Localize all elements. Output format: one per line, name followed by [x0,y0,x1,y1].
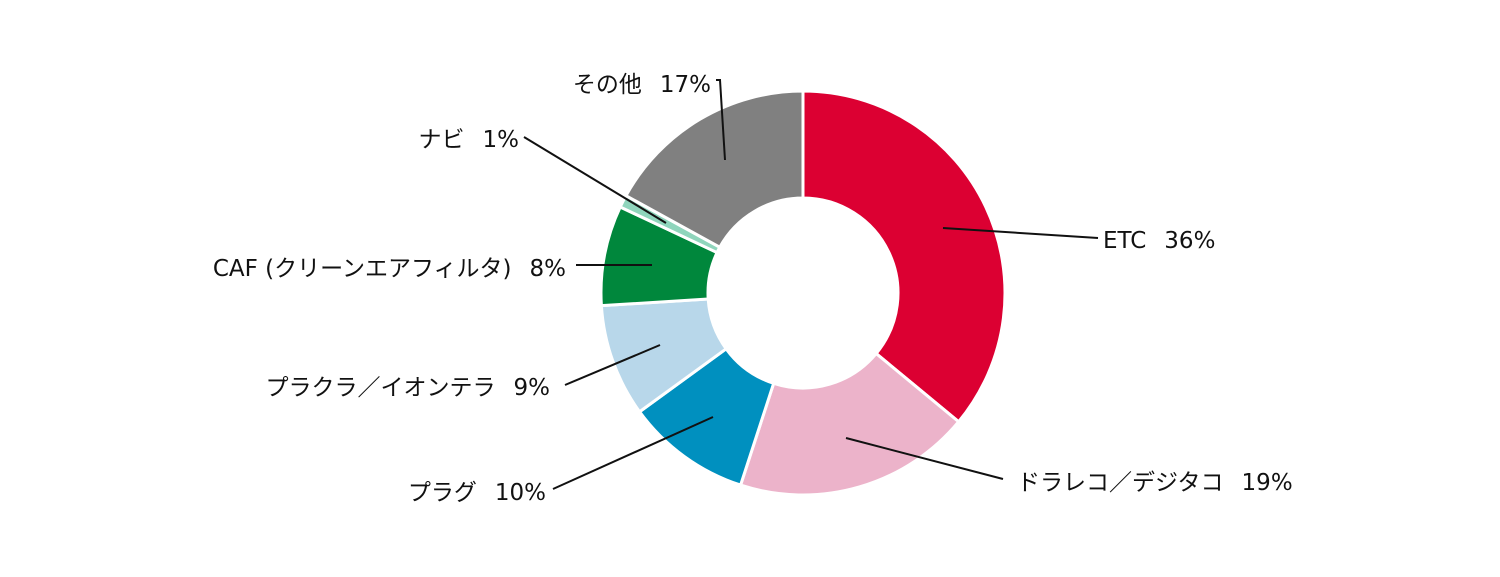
slice-0 [801,89,1007,424]
leader-line-5 [523,136,667,224]
slice-name: ナビ [419,127,465,153]
slice-percent: 19% [1242,470,1293,496]
slice-label-5: ナビ 1% [419,127,520,153]
leader-line-1 [845,437,1004,480]
slice-label-1: ドラレコ／デジタコ 19% [1017,470,1293,496]
slice-name: ETC [1103,228,1146,254]
slice-name: その他 [573,72,642,98]
slice-label-3: プラクラ／イオンテラ 9% [266,375,551,401]
leader-line-6 [716,79,726,161]
slice-name: プラクラ／イオンテラ [266,375,496,401]
leader-line-2 [552,416,714,490]
slice-label-2: プラグ 10% [408,480,546,506]
leader-line-0 [942,227,1099,239]
leader-line-3 [564,344,661,386]
slice-6 [623,89,805,250]
slice-label-0: ETC 36% [1103,228,1215,254]
slice-name: ドラレコ／デジタコ [1017,470,1224,496]
slice-percent: 1% [483,127,520,153]
slice-percent: 9% [514,375,551,401]
slice-name: プラグ [408,480,477,506]
slice-percent: 10% [495,480,546,506]
slice-label-6: その他 17% [573,72,711,98]
slice-1 [738,351,961,497]
slice-label-4: CAF (クリーンエアフィルタ) 8% [213,256,566,282]
slice-percent: 8% [530,256,567,282]
slice-percent: 36% [1164,228,1215,254]
slice-name: CAF (クリーンエアフィルタ) [213,256,512,282]
slice-percent: 17% [660,72,711,98]
